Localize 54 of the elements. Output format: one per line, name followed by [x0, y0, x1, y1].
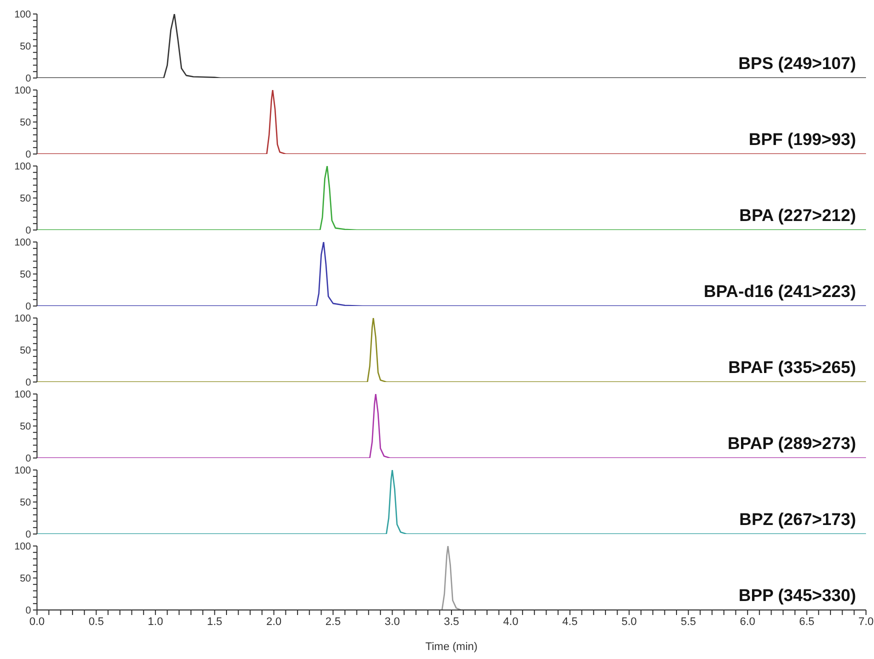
series-label: BPA (227>212): [739, 206, 856, 226]
y-tick-label: 0: [25, 302, 32, 313]
y-tick-label: 0: [25, 378, 32, 389]
y-tick-label: 100: [14, 162, 32, 173]
y-tick-label: 0: [25, 606, 32, 617]
line-series: [37, 318, 866, 382]
y-tick-label: 100: [14, 238, 32, 249]
y-tick-label: 50: [20, 346, 32, 357]
y-tick-label: 0: [25, 454, 32, 465]
y-tick-label: 50: [20, 422, 32, 433]
series-label: BPS (249>107): [738, 54, 856, 74]
series-label: BPP (345>330): [738, 586, 856, 606]
x-tick-label: 7.0: [858, 616, 874, 628]
line-series: [37, 166, 866, 230]
series-label: BPAF (335>265): [728, 358, 856, 378]
x-tick-label: 5.0: [621, 616, 637, 628]
series-label: BPZ (267>173): [739, 510, 856, 530]
x-tick-label: 3.5: [444, 616, 460, 628]
y-tick-label: 0: [25, 74, 32, 85]
line-series: [37, 90, 866, 154]
y-tick-label: 0: [25, 530, 32, 541]
series-label: BPAP (289>273): [728, 434, 856, 454]
x-tick-label: 2.5: [325, 616, 341, 628]
y-tick-label: 100: [14, 542, 32, 553]
x-tick-label: 5.5: [680, 616, 696, 628]
line-series: [37, 470, 866, 534]
y-tick-label: 50: [20, 270, 32, 281]
y-tick-label: 50: [20, 194, 32, 205]
series-label: BPA-d16 (241>223): [704, 282, 856, 302]
line-series: [37, 242, 866, 306]
y-tick-label: 50: [20, 118, 32, 129]
x-tick-label: 6.0: [740, 616, 756, 628]
y-tick-label: 100: [14, 314, 32, 325]
y-tick-label: 50: [20, 498, 32, 509]
series-label: BPF (199>93): [748, 130, 856, 150]
line-series: [37, 394, 866, 458]
x-tick-label: 0.5: [88, 616, 104, 628]
y-tick-label: 0: [25, 226, 32, 237]
x-tick-label: 1.0: [148, 616, 164, 628]
x-tick-label: 4.0: [503, 616, 518, 628]
x-tick-label: 4.5: [562, 616, 578, 628]
x-tick-label: 3.0: [384, 616, 400, 628]
x-tick-label: 6.5: [799, 616, 814, 628]
y-tick-label: 50: [20, 42, 32, 53]
x-axis-title: Time (min): [425, 641, 478, 653]
x-tick-label: 1.5: [206, 616, 222, 628]
x-tick-label: 2.0: [266, 616, 282, 628]
y-tick-label: 100: [14, 86, 32, 97]
y-tick-label: 0: [25, 150, 32, 161]
y-tick-label: 100: [14, 466, 32, 477]
x-tick-label: 0.0: [29, 616, 45, 628]
y-tick-label: 100: [14, 10, 32, 21]
y-tick-label: 100: [14, 390, 32, 401]
y-tick-label: 50: [20, 574, 32, 585]
